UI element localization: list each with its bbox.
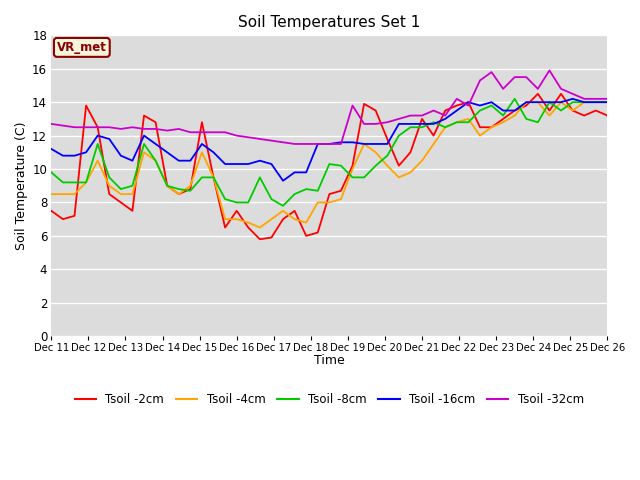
Text: VR_met: VR_met (57, 41, 107, 54)
Y-axis label: Soil Temperature (C): Soil Temperature (C) (15, 121, 28, 250)
X-axis label: Time: Time (314, 355, 345, 368)
Title: Soil Temperatures Set 1: Soil Temperatures Set 1 (238, 15, 420, 30)
Legend: Tsoil -2cm, Tsoil -4cm, Tsoil -8cm, Tsoil -16cm, Tsoil -32cm: Tsoil -2cm, Tsoil -4cm, Tsoil -8cm, Tsoi… (70, 389, 589, 411)
